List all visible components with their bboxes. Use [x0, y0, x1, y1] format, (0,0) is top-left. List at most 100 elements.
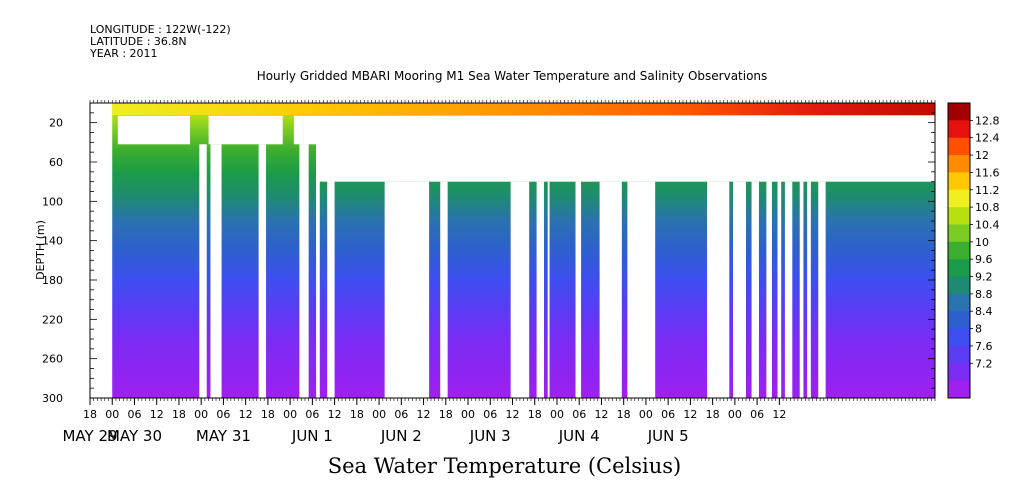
colorbar-label: 11.2 [975, 184, 1000, 197]
colorbar-swatch [948, 103, 970, 121]
missing-data-gap [303, 115, 318, 145]
colorbar-label: 10 [975, 236, 989, 249]
missing-data-gap [599, 181, 622, 398]
colorbar-swatch [948, 172, 970, 191]
colorbar-label: 9.2 [975, 271, 993, 284]
x-tick-label: 06 [661, 408, 675, 421]
x-tick-label: 12 [772, 408, 786, 421]
colorbar-swatch [948, 328, 970, 347]
colorbar-label: 8.4 [975, 305, 993, 318]
x-tick-label: 00 [550, 408, 564, 421]
x-date-label: JUN 5 [647, 427, 689, 445]
x-tick-label: 18 [261, 408, 275, 421]
x-tick-label: 00 [461, 408, 475, 421]
x-tick-label: 00 [283, 408, 297, 421]
x-tick-label: 18 [439, 408, 453, 421]
x-tick-label: 00 [194, 408, 208, 421]
colorbar-swatch [948, 241, 970, 260]
colorbar-label: 9.6 [975, 253, 993, 266]
missing-data-gap [818, 181, 826, 398]
y-tick-label: 300 [42, 392, 63, 405]
year-label: YEAR : 2011 [90, 47, 158, 60]
x-date-label: JUN 3 [469, 427, 511, 445]
missing-data-gap [627, 181, 656, 398]
colorbar-swatch [948, 137, 970, 156]
x-tick-label: 12 [594, 408, 608, 421]
missing-data-gap [199, 144, 207, 398]
latitude-label: LATITUDE : 36.8N [90, 35, 187, 48]
colorbar-label: 10.4 [975, 218, 1000, 231]
x-date-label: MAY 30 [107, 427, 162, 445]
y-tick-label: 20 [49, 117, 63, 130]
missing-data-gap [258, 144, 267, 398]
colorbar-label: 12.8 [975, 114, 1000, 127]
missing-data-gap [299, 144, 309, 398]
x-tick-label: 18 [172, 408, 186, 421]
colorbar-label: 11.6 [975, 166, 1000, 179]
colorbar-label: 8.8 [975, 288, 993, 301]
colorbar-swatch [948, 259, 970, 278]
missing-data-gap [547, 181, 550, 398]
colorbar-label: 7.2 [975, 357, 993, 370]
colorbar-label: 12 [975, 149, 989, 162]
missing-data-gap [777, 181, 782, 398]
x-tick-label: 18 [617, 408, 631, 421]
colorbar-swatch [948, 155, 970, 173]
x-tick-label: 06 [216, 408, 230, 421]
colorbar-swatch [948, 189, 970, 208]
missing-data-gap [536, 181, 545, 398]
x-tick-label: 12 [328, 408, 342, 421]
missing-data-gap [766, 181, 772, 398]
x-tick-label: 18 [706, 408, 720, 421]
y-tick-label: 100 [42, 195, 63, 208]
missing-data-gap [575, 181, 582, 398]
surface-warm-band [112, 103, 936, 115]
y-tick-label: 220 [42, 313, 63, 326]
x-tick-label: 18 [528, 408, 542, 421]
x-tick-label: 12 [683, 408, 697, 421]
missing-data-gap [751, 181, 759, 398]
x-tick-label: 06 [394, 408, 408, 421]
x-date-label: JUN 2 [380, 427, 422, 445]
x-tick-label: 06 [127, 408, 141, 421]
missing-data-gap [799, 181, 804, 398]
x-tick-label: 06 [305, 408, 319, 421]
missing-data-gap [117, 115, 191, 145]
x-tick-label: 12 [239, 408, 253, 421]
colorbar-swatch [948, 311, 970, 330]
missing-data-gap [210, 144, 222, 398]
colorbar-label: 7.6 [975, 340, 993, 353]
x-tick-label: 00 [105, 408, 119, 421]
x-date-label: MAY 29 [62, 427, 117, 445]
x-tick-label: 18 [83, 408, 97, 421]
chart-caption: Sea Water Temperature (Celsius) [327, 454, 682, 478]
x-date-label: JUN 1 [291, 427, 333, 445]
x-tick-label: 06 [750, 408, 764, 421]
x-tick-label: 06 [572, 408, 586, 421]
colorbar-label: 12.4 [975, 132, 1000, 145]
x-tick-label: 12 [150, 408, 164, 421]
x-tick-label: 00 [728, 408, 742, 421]
x-tick-label: 12 [506, 408, 520, 421]
longitude-label: LONGITUDE : 122W(-122) [90, 23, 231, 36]
missing-data-gap [784, 181, 793, 398]
colorbar-swatch [948, 276, 970, 295]
colorbar-swatch [948, 345, 970, 364]
x-tick-label: 00 [372, 408, 386, 421]
colorbar-swatch [948, 224, 970, 243]
missing-data-gap [733, 181, 746, 398]
colorbar-swatch [948, 293, 970, 312]
colorbar-swatch [948, 363, 970, 382]
missing-data-gap [384, 181, 430, 398]
y-tick-label: 260 [42, 353, 63, 366]
colorbar-swatch [948, 207, 970, 225]
missing-data-gap [807, 181, 811, 398]
missing-data-gap [327, 144, 335, 398]
colorbar-label: 10.8 [975, 201, 1000, 214]
missing-data-gap [293, 115, 304, 145]
x-date-label: MAY 31 [196, 427, 251, 445]
metadata-block: LONGITUDE : 122W(-122) LATITUDE : 36.8N … [90, 24, 231, 60]
missing-data-gap [510, 181, 530, 398]
y-axis-label: DEPTH (m) [34, 220, 47, 280]
